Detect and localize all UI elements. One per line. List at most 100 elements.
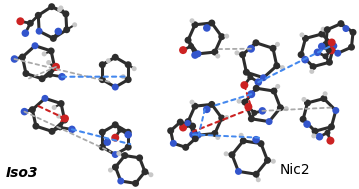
Circle shape: [170, 140, 177, 147]
Circle shape: [203, 24, 211, 32]
Circle shape: [117, 177, 124, 184]
Circle shape: [239, 51, 246, 58]
Circle shape: [326, 47, 332, 53]
Circle shape: [57, 100, 65, 107]
Circle shape: [256, 177, 261, 182]
Circle shape: [38, 75, 46, 82]
Circle shape: [125, 144, 132, 151]
Circle shape: [244, 103, 252, 111]
Circle shape: [188, 43, 194, 49]
Circle shape: [247, 45, 255, 53]
Circle shape: [243, 69, 250, 76]
Circle shape: [298, 51, 304, 58]
Circle shape: [237, 99, 242, 104]
Circle shape: [132, 66, 137, 71]
Circle shape: [314, 49, 321, 56]
Circle shape: [27, 20, 34, 27]
Circle shape: [311, 133, 316, 138]
Circle shape: [224, 34, 229, 39]
Circle shape: [185, 118, 192, 125]
Circle shape: [334, 50, 341, 57]
Circle shape: [326, 137, 335, 145]
Circle shape: [260, 74, 267, 81]
Circle shape: [253, 85, 260, 92]
Circle shape: [299, 32, 304, 37]
Circle shape: [327, 46, 335, 54]
Circle shape: [125, 129, 132, 136]
Circle shape: [191, 21, 199, 28]
Circle shape: [50, 35, 57, 42]
Circle shape: [277, 104, 284, 111]
Circle shape: [125, 76, 132, 83]
Circle shape: [192, 135, 199, 142]
Circle shape: [48, 128, 56, 135]
Circle shape: [112, 164, 119, 171]
Circle shape: [112, 121, 119, 128]
Circle shape: [48, 47, 55, 54]
Circle shape: [177, 119, 184, 125]
Circle shape: [224, 151, 229, 156]
Circle shape: [271, 159, 276, 164]
Circle shape: [179, 124, 187, 132]
Circle shape: [188, 123, 194, 129]
Circle shape: [112, 151, 119, 158]
Circle shape: [234, 50, 239, 55]
Circle shape: [323, 91, 328, 96]
Circle shape: [121, 152, 128, 159]
Circle shape: [316, 133, 323, 140]
Circle shape: [252, 39, 260, 46]
Circle shape: [242, 99, 248, 106]
Circle shape: [224, 115, 229, 120]
Circle shape: [255, 78, 262, 86]
Circle shape: [264, 157, 271, 164]
Circle shape: [247, 90, 255, 98]
Circle shape: [348, 44, 355, 51]
Circle shape: [191, 51, 199, 59]
Circle shape: [179, 46, 187, 54]
Circle shape: [273, 62, 280, 69]
Circle shape: [328, 123, 335, 130]
Circle shape: [47, 72, 53, 78]
Circle shape: [108, 168, 113, 173]
Circle shape: [330, 43, 337, 50]
Circle shape: [235, 168, 242, 175]
Circle shape: [270, 45, 276, 52]
Circle shape: [21, 108, 28, 115]
Circle shape: [301, 56, 309, 64]
Circle shape: [215, 54, 220, 59]
Circle shape: [57, 7, 62, 12]
Circle shape: [63, 26, 70, 33]
Circle shape: [32, 123, 39, 130]
Circle shape: [36, 28, 43, 35]
Circle shape: [141, 168, 148, 175]
Circle shape: [318, 31, 325, 37]
Circle shape: [57, 124, 63, 130]
Circle shape: [302, 97, 307, 102]
Circle shape: [11, 55, 18, 63]
Circle shape: [23, 70, 29, 77]
Circle shape: [125, 61, 132, 68]
Circle shape: [325, 130, 330, 136]
Circle shape: [309, 69, 314, 74]
Circle shape: [42, 95, 48, 102]
Circle shape: [48, 3, 55, 10]
Circle shape: [61, 117, 68, 124]
Circle shape: [211, 49, 218, 56]
Circle shape: [312, 128, 318, 135]
Circle shape: [342, 25, 349, 32]
Circle shape: [300, 116, 307, 123]
Circle shape: [208, 101, 215, 108]
Circle shape: [241, 81, 248, 89]
Circle shape: [167, 127, 174, 134]
Circle shape: [211, 130, 218, 137]
Circle shape: [29, 106, 36, 113]
Circle shape: [257, 140, 265, 147]
Circle shape: [99, 144, 106, 151]
Circle shape: [195, 132, 201, 139]
Circle shape: [303, 120, 311, 128]
Circle shape: [203, 106, 211, 113]
Circle shape: [46, 60, 51, 65]
Circle shape: [189, 131, 197, 138]
Circle shape: [117, 127, 123, 133]
Circle shape: [111, 134, 119, 142]
